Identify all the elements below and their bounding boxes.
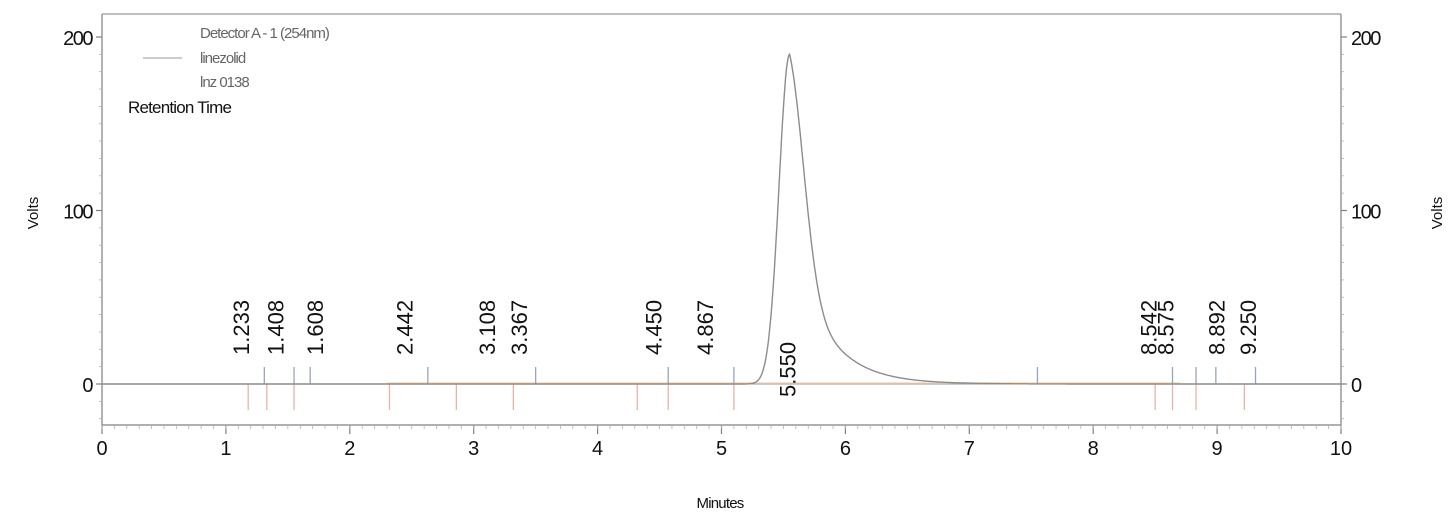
legend-compound: linezolid — [200, 50, 246, 67]
x-tick-label: 3 — [468, 438, 479, 460]
x-tick-label: 10 — [1330, 438, 1352, 460]
legend: Detector A - 1 (254nm) linezolid lnz 013… — [128, 25, 331, 117]
peak-label: 1.608 — [303, 300, 328, 355]
peak-label: 3.367 — [507, 300, 532, 355]
y-tick-label-right: 0 — [1351, 375, 1362, 397]
peak-label: 1.408 — [263, 300, 288, 355]
peak-labels: 1.233 1.408 1.608 2.442 3.108 3.367 4.450 4.867… — [229, 300, 1261, 397]
y-tick-label-left: 0 — [82, 375, 93, 397]
y-tick-label-right: 100 — [1351, 202, 1381, 224]
peak-label: 1.233 — [229, 300, 254, 355]
chromatogram-trace — [102, 52, 1341, 385]
peak-label: 3.108 — [475, 300, 500, 355]
plot-frame — [101, 13, 1342, 426]
legend-detector: Detector A - 1 (254nm) — [200, 25, 330, 42]
x-tick-label: 2 — [344, 438, 355, 460]
legend-retention-title: Retention Time — [128, 98, 231, 117]
trace-line — [102, 52, 1341, 385]
x-tick-label: 4 — [592, 438, 603, 460]
peak-label: 9.250 — [1236, 300, 1261, 355]
legend-sample: lnz 0138 — [200, 74, 249, 91]
y-tick-label-right: 200 — [1351, 28, 1381, 50]
x-tick-label: 5 — [716, 438, 727, 460]
peak-label: 8.892 — [1205, 300, 1230, 355]
y-tick-label-left: 100 — [63, 202, 93, 224]
x-tick-label: 9 — [1212, 438, 1223, 460]
x-tick-label: 6 — [840, 438, 851, 460]
peak-label: 8.542 — [1136, 300, 1161, 355]
y-axis-label-left: Volts — [25, 197, 42, 230]
x-axis-label: Minutes — [697, 495, 744, 512]
y-axis-label-right: Volts — [1429, 197, 1446, 230]
peak-label: 4.450 — [641, 300, 666, 355]
x-tick-label: 7 — [964, 438, 975, 460]
x-tick-label: 0 — [96, 438, 107, 460]
peak-label: 5.550 — [776, 342, 801, 397]
peak-label: 4.867 — [693, 300, 718, 355]
peak-label: 8.575 — [1153, 300, 1178, 355]
baseline-markers — [102, 367, 1341, 410]
x-tick-label: 1 — [220, 438, 231, 460]
peak-label: 2.442 — [393, 300, 418, 355]
x-tick-label: 8 — [1088, 438, 1099, 460]
y-tick-label-left: 200 — [63, 28, 93, 50]
